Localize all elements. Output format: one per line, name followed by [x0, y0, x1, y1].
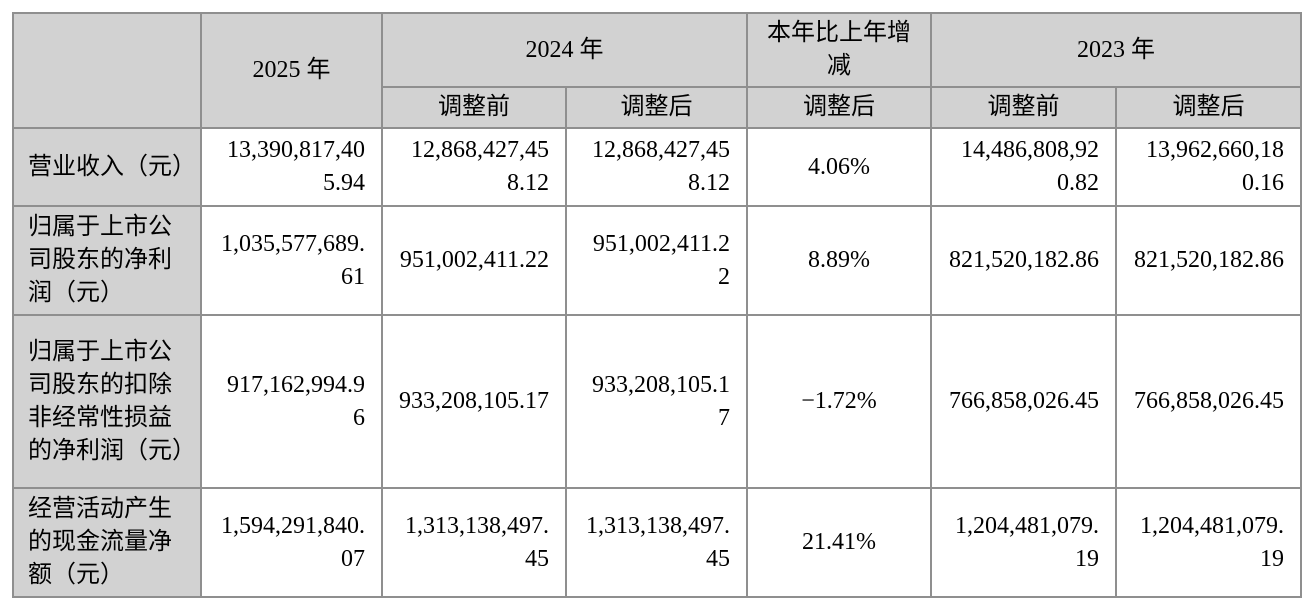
net-profit-excl-2025: 917,162,994.96 [200, 314, 383, 489]
header-year-2023: 2023 年 [930, 12, 1302, 88]
operating-cash-flow-2024-before: 1,313,138,497.45 [381, 487, 567, 598]
row-net-profit: 归属于上市公司股东的净利润（元） 1,035,577,689.61 951,00… [12, 205, 1302, 316]
row-label-operating-revenue: 营业收入（元） [12, 127, 202, 207]
operating-cash-flow-2023-after: 1,204,481,079.19 [1115, 487, 1302, 598]
net-profit-2023-before: 821,520,182.86 [930, 205, 1117, 316]
operating-cash-flow-2025: 1,594,291,840.07 [200, 487, 383, 598]
operating-revenue-2025: 13,390,817,405.94 [200, 127, 383, 207]
key-financials-table: 2025 年 2024 年 本年比上年增减 2023 年 调整前 调整后 调整后… [12, 12, 1302, 598]
net-profit-excl-2024-before: 933,208,105.17 [381, 314, 567, 489]
net-profit-excl-2024-after: 933,208,105.17 [565, 314, 748, 489]
header-row-2: 调整前 调整后 调整后 调整前 调整后 [13, 86, 1302, 129]
operating-cash-flow-2024-after: 1,313,138,497.45 [565, 487, 748, 598]
net-profit-2025: 1,035,577,689.61 [200, 205, 383, 316]
operating-revenue-2023-before: 14,486,808,920.82 [930, 127, 1117, 207]
net-profit-excl-change: −1.72% [746, 314, 932, 489]
operating-cash-flow-change: 21.41% [746, 487, 932, 598]
net-profit-excl-2023-before: 766,858,026.45 [930, 314, 1117, 489]
operating-cash-flow-2023-before: 1,204,481,079.19 [930, 487, 1117, 598]
net-profit-2023-after: 821,520,182.86 [1115, 205, 1302, 316]
subheader-change-after-adjust: 调整后 [746, 86, 932, 129]
header-yoy-change: 本年比上年增减 [746, 12, 932, 88]
subheader-2023-after-adjust: 调整后 [1115, 86, 1302, 129]
net-profit-2024-before: 951,002,411.22 [381, 205, 567, 316]
subheader-2024-after-adjust: 调整后 [565, 86, 748, 129]
header-year-2025: 2025 年 [200, 12, 383, 129]
row-label-net-profit-excl-nonrecurring: 归属于上市公司股东的扣除非经常性损益的净利润（元） [12, 314, 202, 489]
net-profit-change: 8.89% [746, 205, 932, 316]
row-operating-cash-flow: 经营活动产生的现金流量净额（元） 1,594,291,840.07 1,313,… [12, 487, 1302, 598]
row-label-operating-cash-flow: 经营活动产生的现金流量净额（元） [12, 487, 202, 598]
row-label-net-profit: 归属于上市公司股东的净利润（元） [12, 205, 202, 316]
subheader-2023-before-adjust: 调整前 [930, 86, 1117, 129]
header-year-2024: 2024 年 [381, 12, 748, 88]
operating-revenue-2024-after: 12,868,427,458.12 [565, 127, 748, 207]
net-profit-2024-after: 951,002,411.22 [565, 205, 748, 316]
net-profit-excl-2023-after: 766,858,026.45 [1115, 314, 1302, 489]
row-net-profit-excl-nonrecurring: 归属于上市公司股东的扣除非经常性损益的净利润（元） 917,162,994.96… [12, 314, 1302, 489]
header-corner-cell [12, 12, 202, 129]
subheader-2024-before-adjust: 调整前 [381, 86, 567, 129]
operating-revenue-2024-before: 12,868,427,458.12 [381, 127, 567, 207]
header-row-1: 2025 年 2024 年 本年比上年增减 2023 年 [12, 12, 1302, 129]
operating-revenue-2023-after: 13,962,660,180.16 [1115, 127, 1302, 207]
row-operating-revenue: 营业收入（元） 13,390,817,405.94 12,868,427,458… [12, 127, 1302, 207]
operating-revenue-change: 4.06% [746, 127, 932, 207]
